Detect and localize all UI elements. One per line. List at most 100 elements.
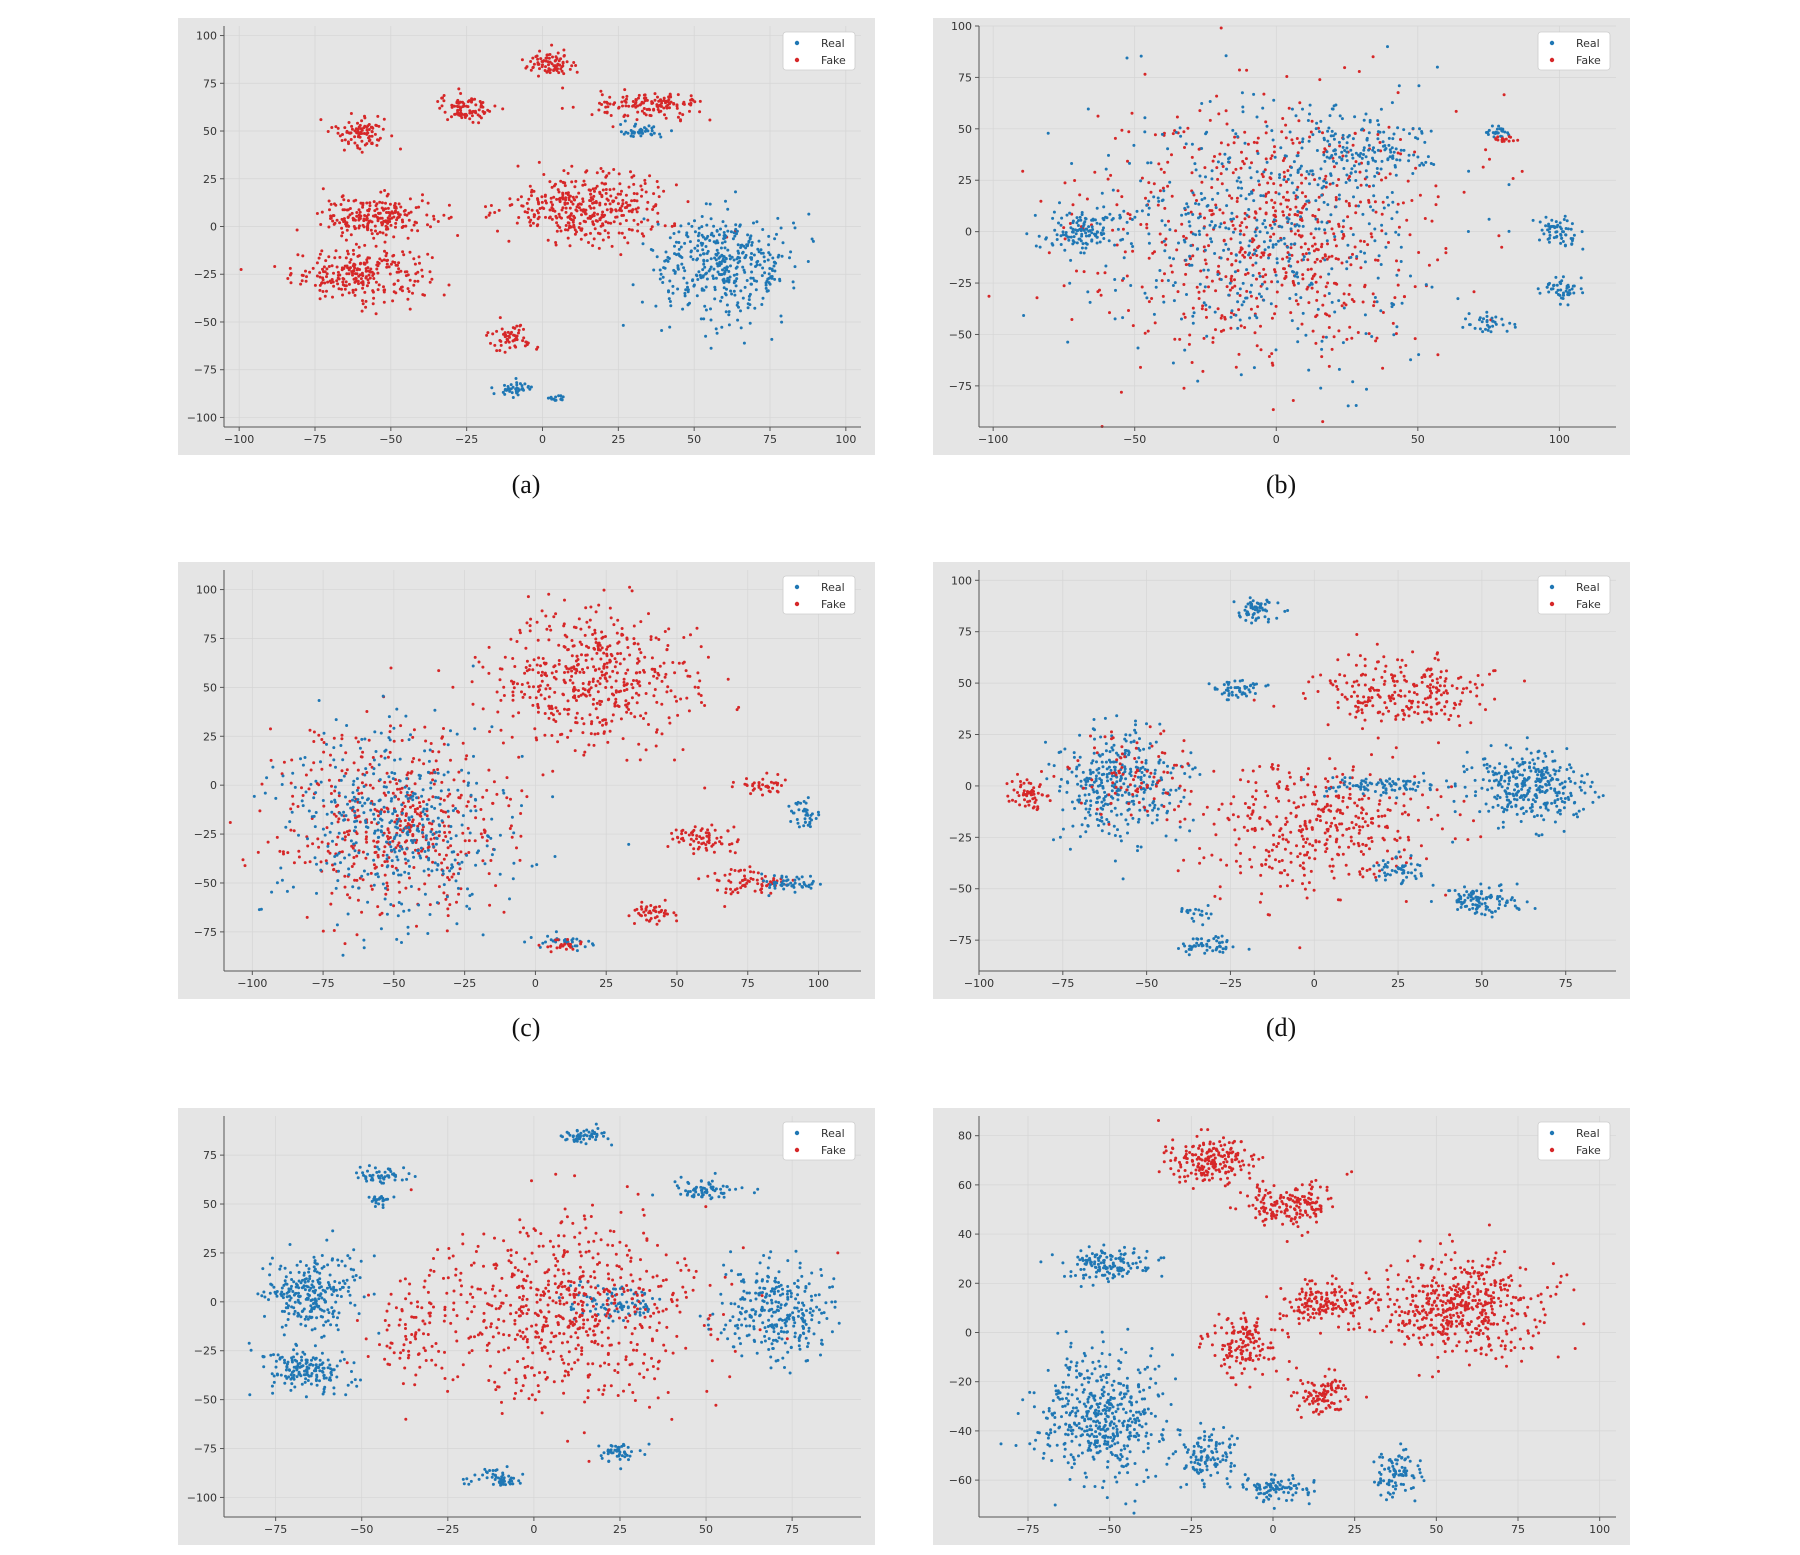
point-fake [363, 124, 367, 128]
point-real [729, 230, 733, 234]
point-fake [384, 233, 388, 237]
point-real [1364, 332, 1368, 336]
point-fake [550, 217, 554, 221]
point-fake [355, 211, 359, 214]
point-fake [1281, 117, 1285, 120]
point-fake [619, 253, 623, 257]
point-fake [1199, 269, 1203, 273]
point-real [1278, 176, 1281, 180]
point-fake [480, 835, 484, 839]
point-real [677, 230, 681, 234]
point-real [706, 249, 710, 253]
point-fake [1218, 208, 1222, 212]
point-fake [348, 799, 352, 803]
point-fake [358, 820, 362, 824]
point-real [330, 800, 333, 804]
y-tick-label: 25 [958, 174, 972, 187]
point-fake [543, 712, 547, 715]
point-fake [556, 740, 560, 744]
point-fake [459, 793, 463, 797]
point-real [1345, 150, 1349, 154]
point-fake [591, 187, 595, 191]
point-real [1397, 233, 1401, 237]
point-fake [412, 223, 416, 227]
point-real [1205, 130, 1209, 134]
point-real [742, 268, 746, 272]
point-fake [1256, 305, 1260, 309]
points [987, 26, 1585, 428]
point-fake [531, 668, 535, 672]
point-fake [1444, 251, 1448, 255]
point-real [683, 291, 687, 295]
point-fake [1200, 180, 1204, 184]
point-fake [678, 111, 682, 115]
point-fake [590, 657, 594, 661]
point-real [793, 226, 797, 230]
point-fake [600, 93, 604, 97]
point-real [343, 818, 347, 822]
point-real [1508, 321, 1512, 325]
point-fake [562, 54, 566, 58]
point-fake [540, 674, 543, 677]
point-fake [483, 829, 487, 833]
point-fake [611, 199, 615, 203]
point-real [1069, 235, 1073, 239]
point-fake [1306, 258, 1310, 262]
point-real [1340, 117, 1344, 121]
point-real [1327, 292, 1331, 295]
point-real [317, 699, 321, 702]
point-fake [1285, 205, 1289, 209]
point-fake [400, 786, 404, 790]
point-fake [403, 819, 407, 822]
point-fake [620, 627, 624, 630]
point-real [1402, 128, 1406, 132]
point-fake [589, 605, 593, 609]
point-fake [1436, 195, 1440, 199]
point-fake [1359, 183, 1363, 187]
point-real [1390, 146, 1394, 150]
point-real [1236, 326, 1240, 330]
point-real [1238, 287, 1242, 291]
point-fake [488, 903, 492, 907]
point-real [1365, 136, 1369, 140]
point-fake [355, 854, 359, 858]
point-real [739, 246, 743, 249]
point-fake [350, 127, 354, 131]
point-real [1179, 134, 1183, 138]
point-fake [626, 203, 630, 207]
point-real [679, 224, 683, 228]
point-fake [656, 211, 660, 215]
point-fake [286, 277, 290, 280]
point-fake [325, 267, 329, 271]
point-fake [527, 685, 531, 689]
point-real [405, 847, 409, 851]
point-fake [604, 202, 607, 206]
point-fake [1167, 219, 1170, 223]
point-real [646, 129, 650, 133]
point-fake [653, 92, 657, 96]
point-fake [350, 211, 354, 215]
point-real [400, 811, 404, 815]
point-real [366, 797, 370, 801]
point-fake [526, 207, 530, 211]
point-fake [384, 224, 388, 228]
point-fake [580, 213, 583, 217]
point-fake [507, 334, 511, 338]
point-fake [1264, 212, 1268, 216]
point-fake [486, 331, 490, 335]
point-fake [343, 126, 347, 130]
point-fake [446, 907, 450, 911]
point-real [701, 274, 705, 278]
point-fake [442, 742, 446, 746]
point-fake [642, 93, 646, 97]
point-fake [292, 829, 296, 833]
point-fake [360, 150, 364, 154]
point-fake [442, 857, 446, 861]
point-fake [308, 270, 312, 274]
point-fake [604, 635, 607, 638]
point-fake [398, 287, 402, 291]
point-fake [349, 258, 353, 262]
point-real [1242, 300, 1246, 304]
point-fake [563, 671, 566, 674]
point-fake [374, 244, 378, 248]
